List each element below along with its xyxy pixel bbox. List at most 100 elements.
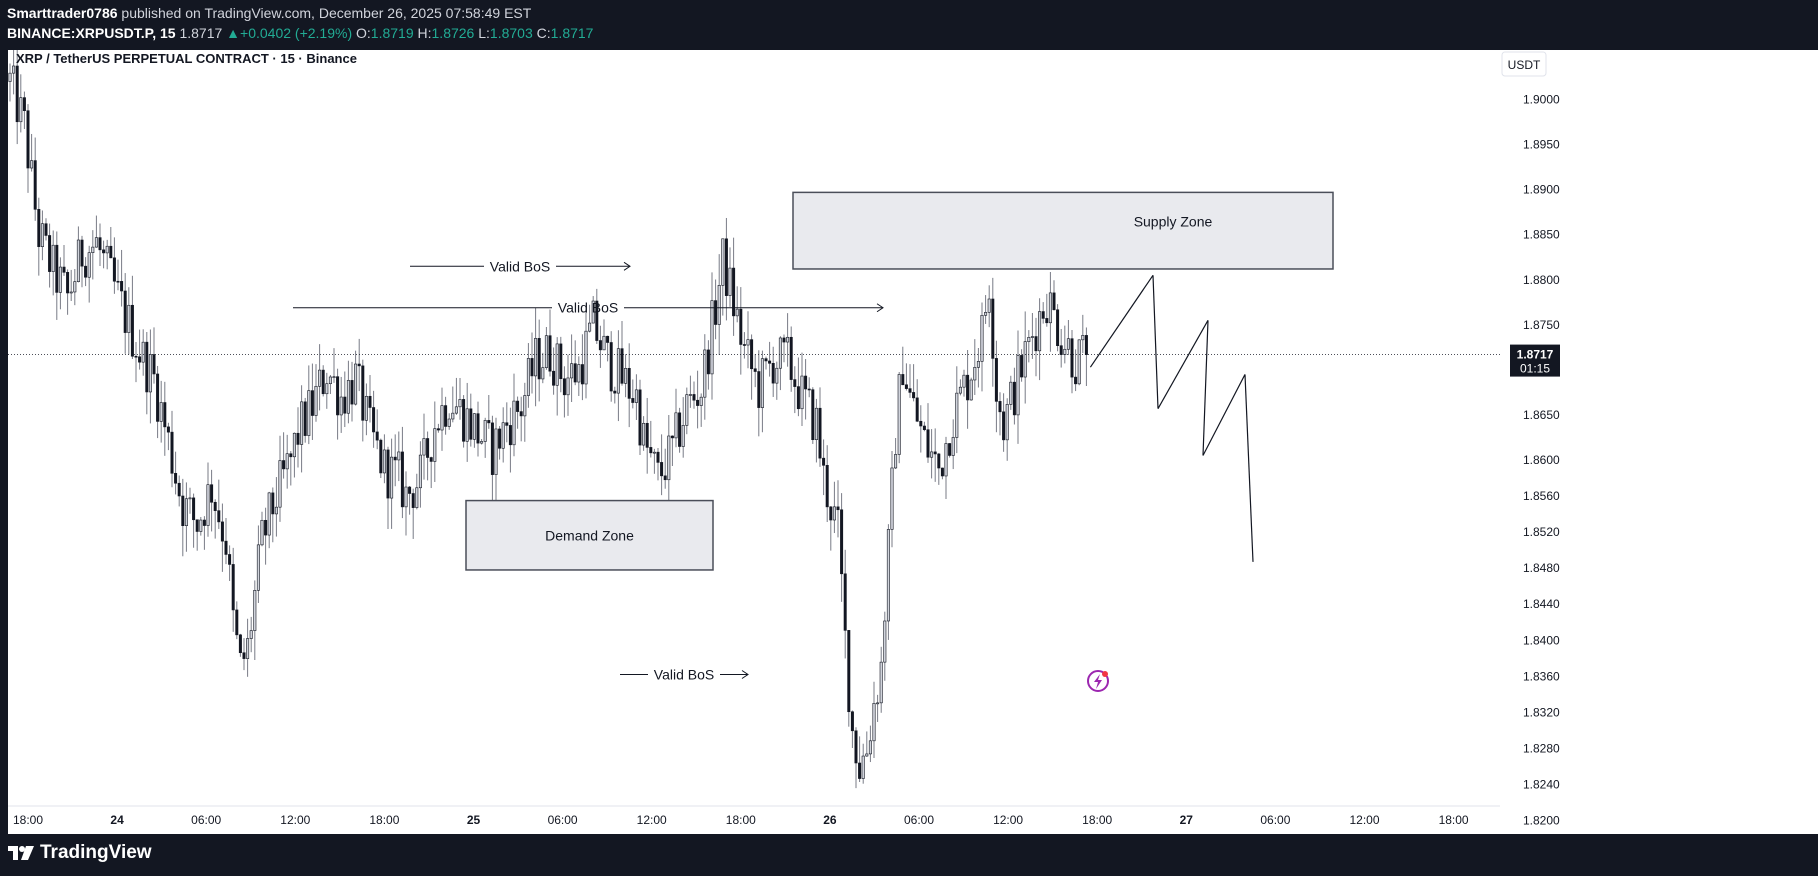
candle-body bbox=[307, 390, 311, 436]
price-tick-label: 1.8800 bbox=[1523, 273, 1560, 287]
candle-body bbox=[678, 412, 682, 447]
candle-body bbox=[994, 358, 998, 402]
candle-body bbox=[127, 304, 131, 333]
candle-body bbox=[548, 335, 552, 372]
candle-body bbox=[505, 422, 509, 426]
candle-body bbox=[364, 395, 368, 421]
candle-body bbox=[962, 374, 966, 388]
candle-body bbox=[91, 246, 95, 253]
candle-body bbox=[764, 358, 768, 362]
candle-body bbox=[210, 484, 214, 503]
candle-body bbox=[415, 487, 419, 508]
candle-body bbox=[771, 363, 775, 384]
candle-body bbox=[793, 379, 797, 387]
candle-body bbox=[732, 267, 736, 317]
candle-body bbox=[487, 420, 491, 424]
candle-body bbox=[285, 453, 289, 470]
zone-label: Demand Zone bbox=[545, 527, 634, 543]
candle-body bbox=[696, 399, 700, 406]
candle-body bbox=[339, 396, 343, 416]
candle-body bbox=[37, 209, 41, 247]
candle-body bbox=[699, 396, 703, 406]
candle-body bbox=[138, 356, 142, 363]
candle-body bbox=[530, 358, 534, 377]
currency-badge[interactable]: USDT bbox=[1501, 51, 1547, 77]
candle-body bbox=[411, 493, 415, 508]
candle-body bbox=[15, 65, 19, 123]
candle-body bbox=[984, 312, 988, 316]
candle-body bbox=[181, 495, 185, 526]
candle-body bbox=[922, 425, 926, 431]
candle-body bbox=[649, 447, 653, 454]
candle-body bbox=[1038, 311, 1042, 352]
candle-body bbox=[829, 506, 833, 521]
candle-body bbox=[458, 399, 462, 408]
candle-body bbox=[112, 257, 116, 282]
candle-body bbox=[832, 506, 836, 521]
last-price: 1.8717 bbox=[179, 25, 223, 41]
time-tick-label: 18:00 bbox=[726, 813, 756, 827]
candle-body bbox=[1074, 376, 1078, 385]
candle-body bbox=[512, 400, 516, 446]
candle-body bbox=[706, 349, 710, 375]
candle-body bbox=[318, 369, 322, 387]
tradingview-logo[interactable]: TradingView bbox=[8, 842, 152, 864]
candle-body bbox=[937, 453, 941, 469]
candle-body bbox=[778, 337, 782, 369]
lightning-icon[interactable] bbox=[1087, 670, 1109, 692]
candle-body bbox=[508, 425, 512, 446]
chart-area[interactable]: Supply Zone Demand Zone Valid BoS Valid Bo… bbox=[8, 50, 1818, 834]
candle-body bbox=[591, 300, 595, 324]
candle-body bbox=[174, 472, 178, 484]
candle-body bbox=[314, 385, 318, 416]
price-tick-label: 1.8320 bbox=[1523, 705, 1560, 719]
projection-segment bbox=[1202, 320, 1209, 456]
candle-body bbox=[40, 223, 44, 247]
arrow-right-icon bbox=[876, 303, 884, 313]
candle-body bbox=[177, 482, 181, 497]
candle-body bbox=[217, 510, 221, 523]
candle-body bbox=[1063, 348, 1067, 355]
low-label: L: bbox=[478, 25, 490, 41]
candle-body bbox=[1070, 338, 1074, 378]
candle-body bbox=[498, 428, 502, 449]
candle-body bbox=[26, 110, 30, 169]
candle-body bbox=[228, 554, 232, 565]
candle-body bbox=[332, 376, 336, 378]
author-name[interactable]: Smarttrader0786 bbox=[7, 5, 118, 21]
candle-body bbox=[980, 314, 984, 362]
candle-body bbox=[1045, 318, 1049, 324]
candle-body bbox=[1002, 411, 1006, 441]
candle-body bbox=[109, 245, 113, 259]
candle-body bbox=[573, 363, 577, 383]
candle-body bbox=[552, 370, 556, 386]
open-label: O: bbox=[356, 25, 371, 41]
candle-body bbox=[570, 363, 574, 379]
candle-body bbox=[850, 711, 854, 732]
candle-body bbox=[73, 281, 77, 293]
price-axis[interactable]: 1.9000 1.8950 1.8900 1.8850 1.8800 1.8750 1.86… bbox=[1500, 50, 1818, 834]
candle-body bbox=[688, 394, 692, 396]
candle-body bbox=[8, 72, 12, 82]
candle-body bbox=[494, 428, 498, 475]
candle-body bbox=[123, 290, 127, 333]
time-tick-label: 06:00 bbox=[548, 813, 578, 827]
time-axis[interactable]: 18:00 24 06:00 12:00 18:00 25 06:00 12:00 18:00 2… bbox=[8, 805, 1500, 827]
candle-body bbox=[757, 371, 761, 408]
candle-body bbox=[444, 405, 448, 427]
candle-body bbox=[33, 160, 37, 210]
candle-body bbox=[667, 435, 671, 481]
candle-body bbox=[1005, 404, 1009, 441]
candle-body bbox=[930, 451, 934, 458]
candle-body bbox=[159, 402, 163, 422]
candle-body bbox=[1081, 335, 1085, 341]
candle-body bbox=[926, 429, 930, 458]
candle-body bbox=[714, 300, 718, 325]
last-price-label: 1.8717 bbox=[1517, 348, 1554, 362]
candle-body bbox=[321, 369, 325, 395]
candle-body bbox=[1020, 355, 1024, 378]
candle-body bbox=[955, 392, 959, 438]
symbol-line[interactable]: BINANCE:XRPUSDT.P, 15 bbox=[7, 25, 176, 41]
candle-body bbox=[390, 456, 394, 499]
